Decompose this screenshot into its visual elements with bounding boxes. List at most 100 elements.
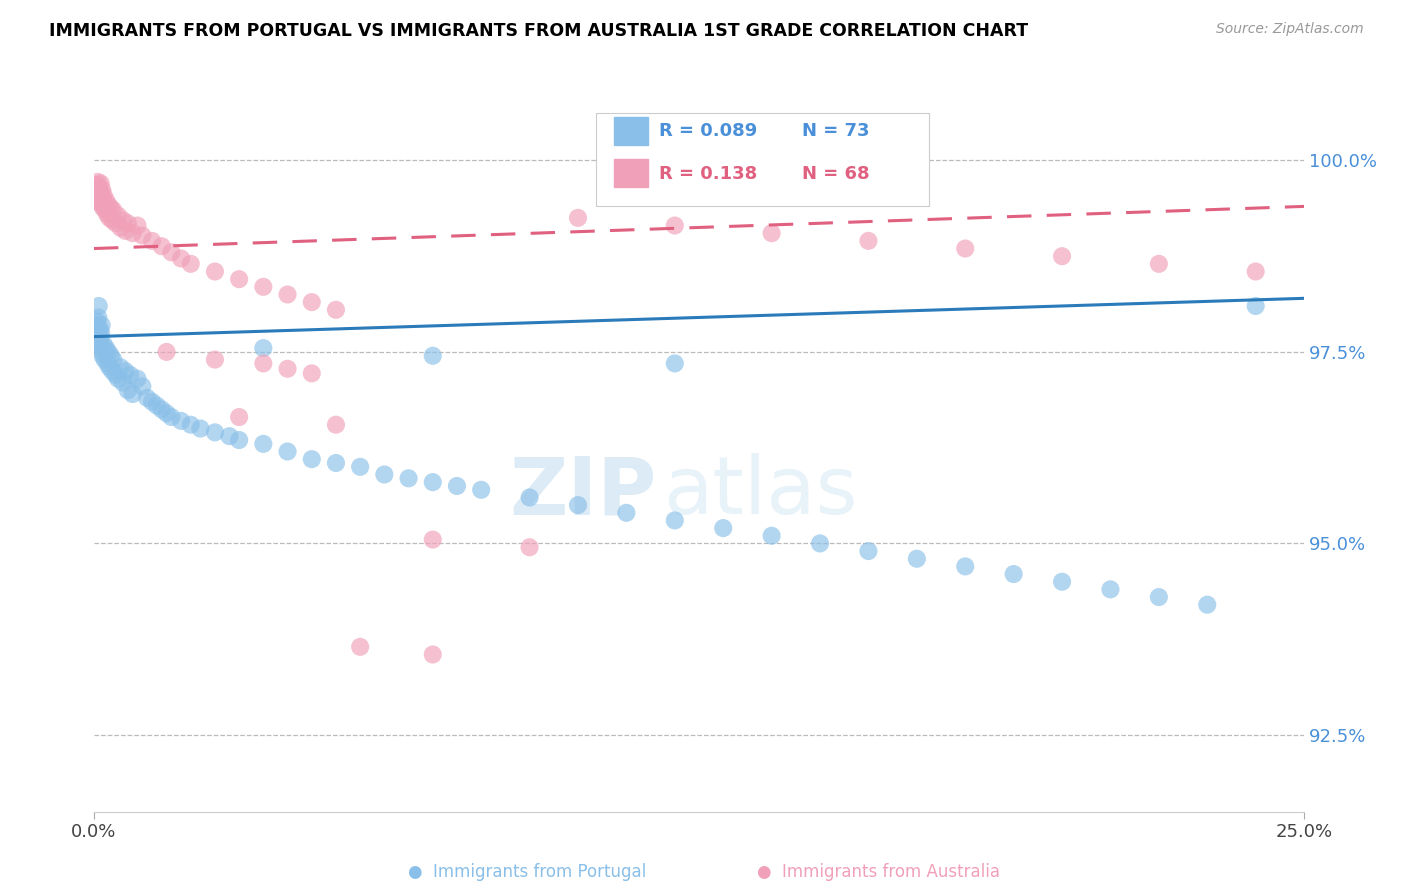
Point: [155, 406, 177, 420]
Point: [858, 234, 880, 248]
FancyBboxPatch shape: [596, 113, 929, 206]
Point: [349, 459, 371, 474]
Point: [905, 551, 928, 566]
Point: [180, 417, 202, 432]
Point: [86, 314, 108, 328]
Point: [87, 175, 110, 189]
Point: [711, 521, 734, 535]
Point: [808, 536, 831, 550]
Point: [277, 444, 299, 458]
Point: [86, 178, 108, 192]
Point: [86, 182, 108, 196]
Point: [87, 323, 110, 337]
Point: [301, 452, 323, 467]
Point: [858, 544, 880, 558]
Point: [127, 219, 149, 233]
Point: [107, 372, 129, 386]
Point: [136, 391, 159, 405]
Point: [616, 506, 638, 520]
Point: [1002, 567, 1025, 582]
Point: [761, 226, 783, 240]
Point: [111, 376, 134, 390]
Point: [86, 188, 108, 202]
Point: [93, 352, 115, 367]
Point: [170, 252, 193, 266]
Text: R = 0.138: R = 0.138: [659, 165, 758, 183]
Point: [664, 513, 686, 527]
Point: [146, 399, 169, 413]
Bar: [614, 117, 648, 145]
Point: [519, 541, 541, 555]
Text: ●  Immigrants from Australia: ● Immigrants from Australia: [758, 863, 1000, 881]
Point: [111, 213, 134, 227]
Point: [121, 226, 143, 240]
Point: [94, 194, 117, 208]
Point: [94, 341, 117, 355]
Point: [325, 417, 347, 432]
Point: [519, 491, 541, 505]
Point: [110, 360, 132, 375]
Point: [141, 234, 163, 248]
Point: [160, 245, 183, 260]
Point: [87, 334, 110, 348]
Text: R = 0.089: R = 0.089: [659, 122, 758, 140]
Point: [127, 372, 149, 386]
Point: [86, 318, 108, 332]
Point: [107, 209, 129, 223]
Point: [141, 394, 163, 409]
Point: [422, 475, 444, 490]
Point: [103, 203, 125, 218]
Point: [160, 410, 183, 425]
Point: [91, 182, 114, 196]
Point: [955, 559, 977, 574]
Point: [218, 429, 240, 443]
Point: [373, 467, 395, 482]
Point: [90, 337, 112, 351]
Point: [104, 216, 127, 230]
Point: [567, 498, 589, 512]
Point: [470, 483, 492, 497]
Point: [87, 184, 110, 198]
Point: [422, 349, 444, 363]
Point: [101, 364, 124, 378]
Point: [325, 302, 347, 317]
Point: [110, 220, 132, 235]
Point: [93, 188, 115, 202]
Point: [87, 194, 110, 208]
Point: [1147, 590, 1170, 604]
Point: [91, 201, 114, 215]
Point: [180, 257, 202, 271]
Text: Source: ZipAtlas.com: Source: ZipAtlas.com: [1216, 22, 1364, 37]
Point: [567, 211, 589, 225]
Point: [131, 379, 153, 393]
Point: [664, 219, 686, 233]
Point: [277, 361, 299, 376]
Point: [104, 368, 127, 382]
Point: [117, 383, 139, 397]
Point: [1050, 574, 1073, 589]
Point: [190, 421, 212, 435]
Point: [252, 341, 274, 355]
Point: [277, 287, 299, 301]
Point: [121, 387, 143, 401]
Point: [114, 224, 136, 238]
Point: [90, 318, 112, 332]
Point: [170, 414, 193, 428]
Point: [90, 177, 112, 191]
Point: [93, 337, 115, 351]
Point: [96, 207, 118, 221]
Point: [664, 356, 686, 370]
Point: [301, 367, 323, 381]
Point: [90, 188, 112, 202]
Text: N = 73: N = 73: [801, 122, 869, 140]
Point: [204, 425, 226, 440]
Point: [101, 213, 124, 227]
Point: [1147, 257, 1170, 271]
Point: [150, 239, 173, 253]
Point: [100, 201, 122, 215]
Point: [1099, 582, 1122, 597]
Point: [89, 322, 111, 336]
Point: [155, 345, 177, 359]
Point: [97, 198, 120, 212]
Point: [97, 345, 120, 359]
